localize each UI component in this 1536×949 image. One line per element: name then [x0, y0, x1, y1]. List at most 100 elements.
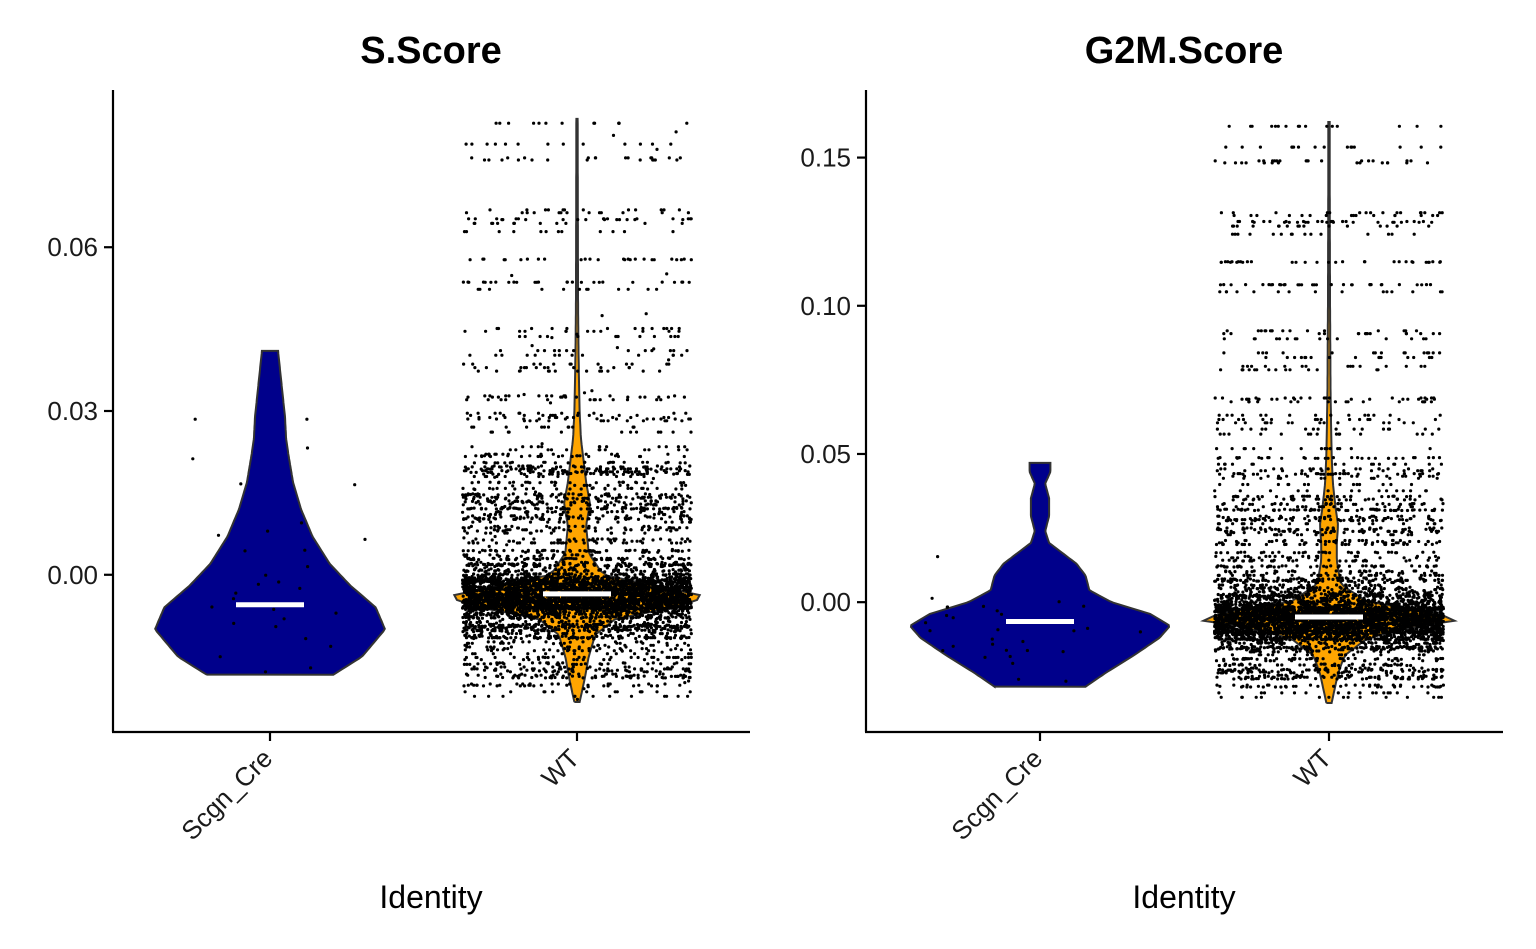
data-point [571, 425, 575, 429]
data-point [505, 543, 509, 547]
data-point [562, 520, 566, 524]
data-point [619, 563, 623, 567]
data-point [572, 557, 576, 561]
data-point [638, 142, 643, 146]
data-point [641, 369, 645, 373]
data-point [473, 366, 477, 370]
data-point [610, 669, 614, 673]
data-point [567, 492, 571, 496]
data-point [581, 208, 585, 212]
data-point [493, 461, 497, 465]
data-point [663, 682, 667, 686]
data-point [588, 512, 592, 517]
data-point [508, 481, 512, 485]
data-point [562, 495, 567, 499]
data-point [688, 670, 692, 674]
data-point [504, 630, 508, 634]
data-point [687, 662, 691, 666]
data-point [465, 611, 469, 615]
data-point [596, 520, 600, 524]
data-point [648, 515, 652, 519]
data-point [489, 526, 493, 530]
data-point [553, 669, 557, 673]
data-point [477, 492, 481, 497]
data-point [564, 395, 568, 399]
data-point [571, 492, 575, 496]
data-point [303, 548, 307, 552]
data-point [556, 563, 560, 567]
data-point [518, 662, 522, 667]
data-point [669, 674, 674, 679]
data-point [680, 483, 684, 487]
data-point [461, 549, 465, 553]
data-point [641, 537, 645, 541]
data-point [480, 616, 484, 620]
data-point [626, 395, 630, 399]
data-point [617, 287, 621, 291]
data-point [584, 623, 588, 627]
data-point [584, 501, 589, 505]
data-point [571, 496, 575, 500]
data-point [602, 658, 606, 662]
data-point [641, 329, 645, 333]
data-point [556, 230, 561, 234]
data-point [679, 481, 683, 485]
data-point [639, 667, 643, 671]
data-point [518, 684, 522, 688]
data-point [646, 662, 650, 666]
data-point [641, 550, 645, 554]
data-point [477, 558, 481, 562]
data-point [524, 528, 528, 532]
data-point [582, 628, 587, 632]
data-point [530, 158, 534, 162]
data-point [473, 217, 477, 221]
data-point [523, 329, 527, 333]
data-point [482, 472, 486, 476]
data-point [539, 585, 543, 590]
data-point [463, 500, 467, 504]
data-point [486, 648, 490, 652]
data-point [599, 329, 603, 333]
data-point [651, 417, 656, 421]
data-point [658, 590, 662, 594]
data-point [593, 529, 598, 533]
data-point [663, 676, 668, 680]
data-point [568, 672, 572, 676]
data-point [650, 481, 654, 485]
data-point [681, 616, 685, 620]
data-point [567, 645, 572, 649]
data-point [582, 541, 586, 545]
data-point [548, 526, 552, 530]
data-point [610, 470, 615, 474]
data-point [623, 561, 627, 566]
data-point [507, 539, 511, 543]
data-point [514, 506, 519, 510]
data-point [566, 510, 570, 514]
data-point [585, 690, 589, 694]
data-point [535, 419, 539, 423]
data-point [579, 514, 583, 518]
data-point [688, 495, 692, 499]
data-point [541, 512, 545, 517]
data-point [577, 629, 582, 633]
data-point [544, 576, 548, 580]
data-point [544, 622, 548, 627]
data-point [509, 690, 513, 694]
data-point [526, 582, 530, 586]
data-point [659, 517, 664, 521]
data-point [551, 673, 555, 677]
data-point [563, 665, 567, 669]
data-point [515, 682, 519, 686]
data-point [544, 670, 548, 674]
data-point [509, 645, 513, 649]
data-point [554, 560, 558, 564]
data-point [610, 572, 614, 576]
data-point [625, 419, 629, 423]
data-point [631, 280, 635, 284]
data-point [635, 640, 639, 644]
data-point [568, 562, 572, 566]
data-point [637, 683, 641, 687]
data-point [553, 675, 557, 680]
data-point [480, 454, 484, 459]
data-point [675, 258, 679, 262]
